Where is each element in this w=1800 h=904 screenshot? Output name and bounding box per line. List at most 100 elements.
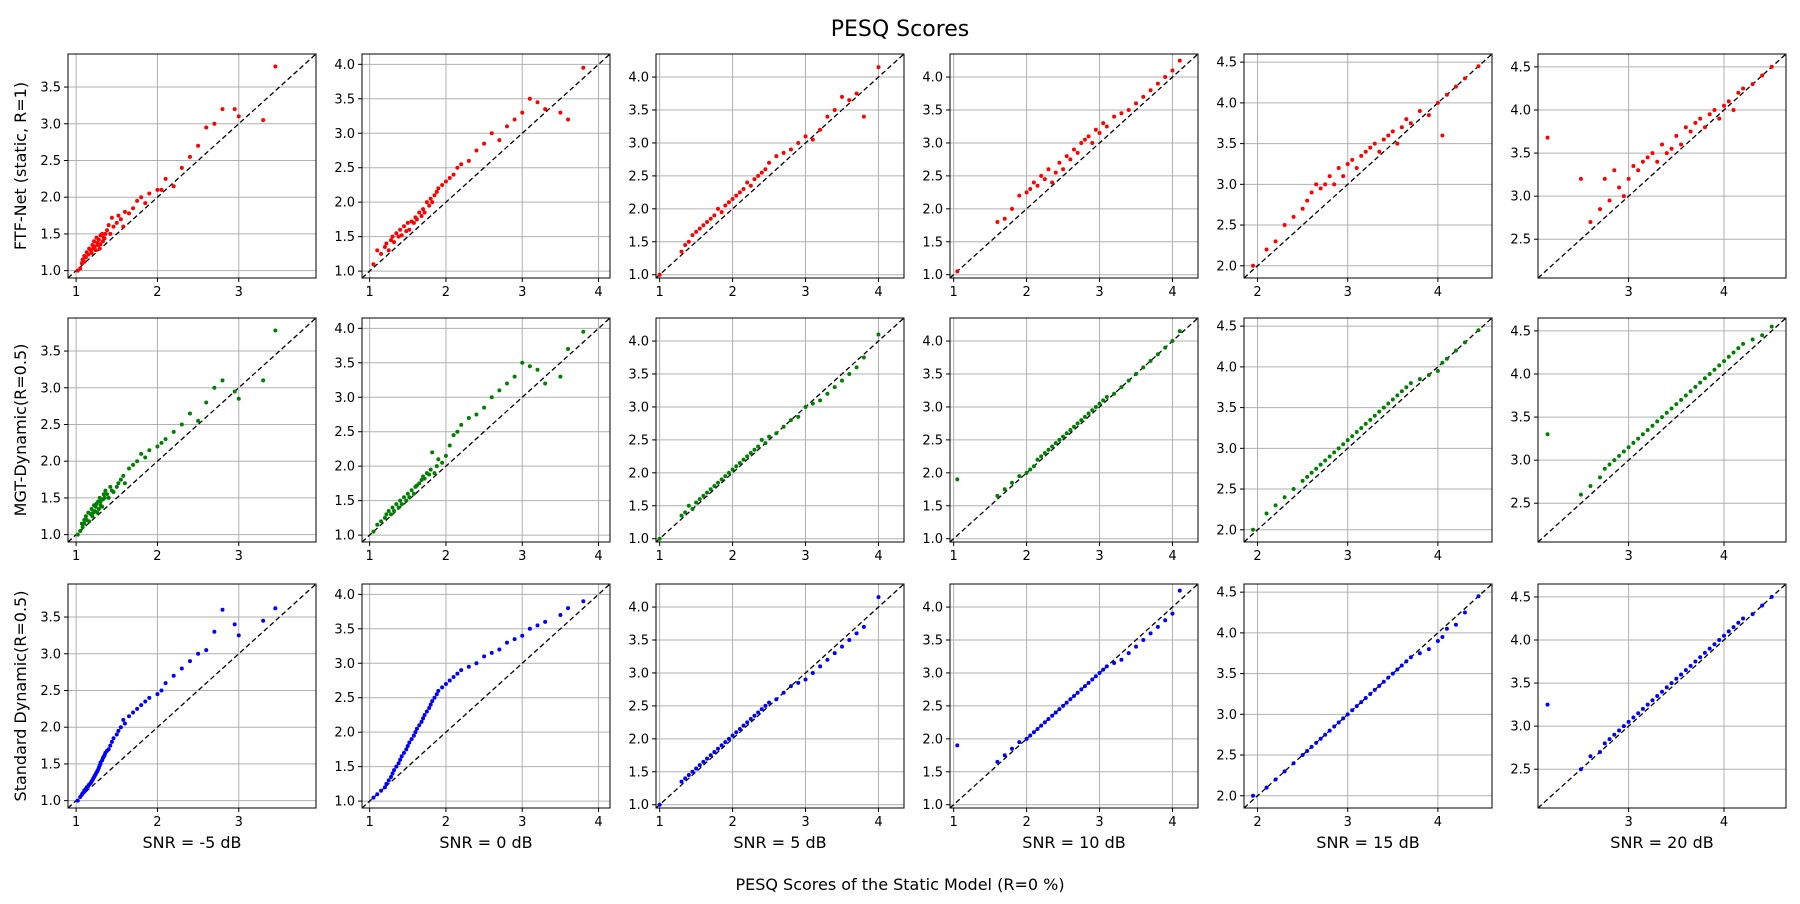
data-point <box>428 467 433 472</box>
x-tick-label: 4 <box>1434 285 1442 300</box>
data-point <box>1350 434 1355 439</box>
data-point <box>1341 174 1346 179</box>
y-tick-label: 3.0 <box>1216 708 1237 723</box>
data-point <box>1177 588 1182 593</box>
data-point <box>1377 149 1382 154</box>
data-point <box>171 429 176 434</box>
data-point <box>466 664 471 669</box>
y-tick-label: 3.5 <box>334 356 355 371</box>
data-point <box>98 242 103 247</box>
data-point <box>1363 421 1368 426</box>
data-point <box>810 401 815 406</box>
data-point <box>451 172 456 177</box>
data-point <box>1177 58 1182 63</box>
data-point <box>163 681 168 686</box>
data-point <box>679 513 684 518</box>
data-point <box>384 781 389 786</box>
diagonal-reference-line <box>67 53 317 279</box>
data-point <box>708 487 713 492</box>
data-point <box>143 455 148 460</box>
data-point <box>1399 389 1404 394</box>
data-point <box>100 239 105 244</box>
column-label-1: SNR = 0 dB <box>439 833 532 852</box>
data-point <box>1141 365 1146 370</box>
data-point <box>419 477 424 482</box>
data-point <box>1028 187 1033 192</box>
data-point <box>1163 345 1168 350</box>
data-point <box>422 210 427 215</box>
data-point <box>701 493 706 498</box>
data-point <box>1068 428 1073 432</box>
data-point <box>1741 616 1746 621</box>
panel-frame <box>949 317 1199 543</box>
y-tick-label: 3.5 <box>628 634 649 649</box>
data-point <box>1093 674 1098 679</box>
data-point <box>131 462 136 467</box>
data-point <box>1336 166 1341 171</box>
data-point <box>1155 81 1160 86</box>
data-point <box>1039 173 1044 178</box>
data-point <box>1090 677 1095 682</box>
data-point <box>701 223 706 228</box>
data-point <box>1731 625 1736 630</box>
data-point <box>745 720 750 725</box>
data-point <box>734 193 739 198</box>
data-point <box>512 117 517 122</box>
y-tick-label: 2.5 <box>1510 233 1531 248</box>
data-point <box>1134 644 1138 649</box>
y-tick-label: 2.5 <box>334 425 355 440</box>
panel-r2-c5: 3 4 2.5 3.0 3.5 4.0 4.5 SNR = 20 dB <box>1510 583 1787 852</box>
data-point <box>1112 391 1117 396</box>
data-point <box>427 472 432 477</box>
y-tick-label: 1.0 <box>922 268 943 283</box>
data-point <box>236 114 241 119</box>
data-point <box>427 203 432 208</box>
data-point <box>1079 418 1084 423</box>
data-point <box>1097 131 1102 136</box>
data-point <box>1750 337 1755 342</box>
data-point <box>424 709 429 714</box>
data-point <box>497 388 502 393</box>
data-point <box>1309 744 1314 749</box>
data-point <box>1126 651 1131 656</box>
data-point <box>179 422 184 427</box>
y-tick-label: 2.0 <box>334 726 355 741</box>
y-tick-label: 4.0 <box>334 58 355 73</box>
data-point <box>1462 340 1467 345</box>
data-point <box>422 712 427 717</box>
data-point <box>1350 157 1355 162</box>
data-point <box>261 618 266 623</box>
data-point <box>411 491 416 496</box>
data-point <box>1079 687 1084 692</box>
data-point <box>396 505 401 510</box>
data-point <box>756 710 761 715</box>
data-point <box>1264 785 1269 790</box>
data-point <box>995 759 1000 764</box>
data-point <box>679 249 684 254</box>
data-point <box>440 182 445 187</box>
data-point <box>1760 73 1765 78</box>
data-point <box>1722 633 1726 638</box>
data-point <box>705 490 710 495</box>
data-point <box>1061 167 1066 172</box>
data-point <box>1170 339 1175 344</box>
panel-r0-c2: 1 2 3 4 1.0 1.5 2.0 2.5 3.0 3.5 4.0 <box>628 53 905 300</box>
data-point <box>111 490 116 495</box>
data-point <box>392 240 397 245</box>
data-point <box>803 404 808 409</box>
data-point <box>690 507 695 512</box>
data-point <box>767 700 772 705</box>
x-tick-label: 3 <box>235 549 243 564</box>
data-point <box>143 201 148 206</box>
data-point <box>382 515 387 520</box>
y-tick-label: 2.5 <box>1510 497 1531 512</box>
data-point <box>404 498 409 503</box>
data-point <box>1650 423 1655 428</box>
y-tick-label: 4.0 <box>922 601 943 616</box>
data-point <box>1141 94 1146 99</box>
data-point <box>1363 149 1368 154</box>
data-point <box>1722 103 1726 108</box>
data-point <box>1273 503 1278 508</box>
data-point <box>1318 462 1323 467</box>
data-point <box>1264 511 1269 516</box>
